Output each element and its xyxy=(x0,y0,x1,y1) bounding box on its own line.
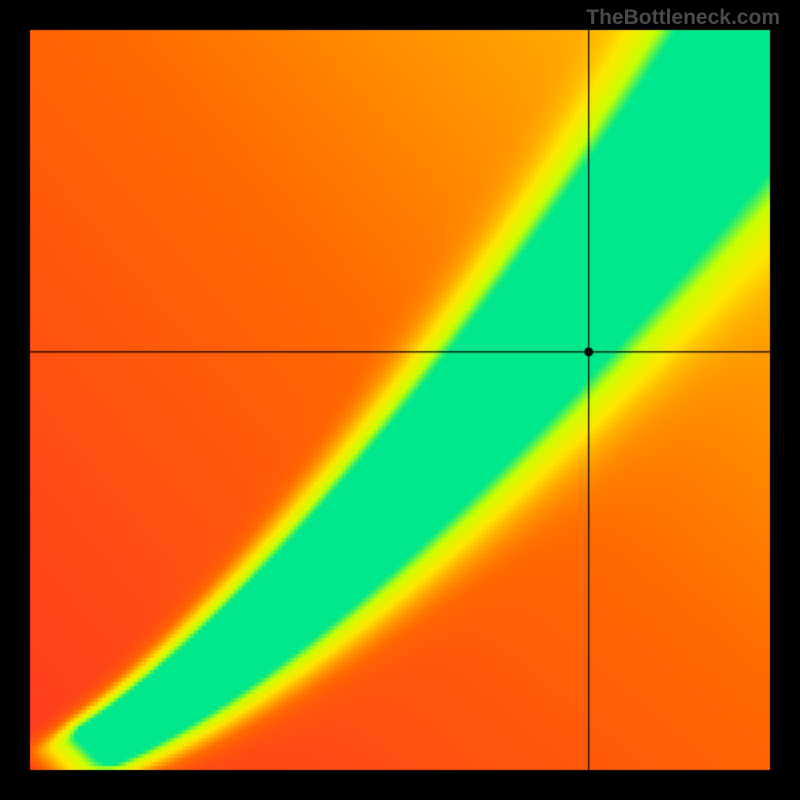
bottleneck-heatmap-canvas xyxy=(0,0,800,800)
chart-container: TheBottleneck.com xyxy=(0,0,800,800)
